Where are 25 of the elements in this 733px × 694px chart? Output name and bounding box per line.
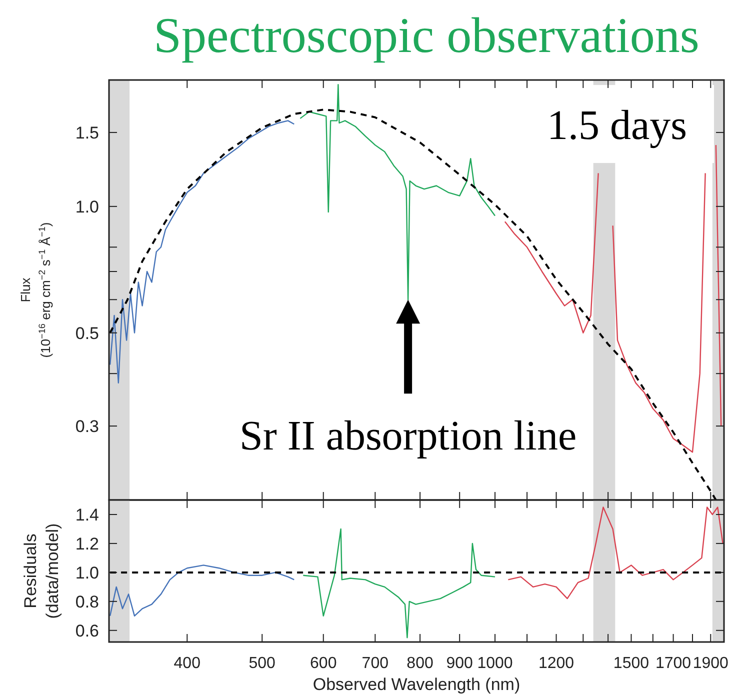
x-tick-label: 600 [310,655,337,672]
x-tick-label: 900 [446,655,474,672]
y-tick-label: 1.5 [75,123,99,142]
y-axis-title: Residuals (data/model) [21,523,62,619]
x-tick-label: 1700 [655,655,692,672]
x-tick-label: 1000 [477,655,513,672]
x-axis-title: Observed Wavelength (nm) [312,675,520,694]
x-tick-label: 1900 [692,655,729,672]
annotation: Sr II absorption line [240,414,577,460]
y-tick-label: 1.2 [75,534,99,554]
y-tick-label: 1.4 [75,505,99,524]
y-tick-label: 0.8 [75,592,99,612]
annotation: 1.5 days [547,103,687,149]
x-tick-label: 400 [174,655,201,672]
y-tick-label: 1.0 [75,197,99,216]
y-tick-label: 0.5 [75,324,99,343]
x-tick-label: 700 [362,655,389,672]
y-tick-label: 0.3 [75,417,99,436]
x-tick-label: 1200 [538,655,574,672]
y-tick-label: 1.0 [75,563,99,582]
x-tick-label: 500 [248,655,276,672]
x-tick-label: 1500 [613,655,650,672]
x-tick-label: 800 [406,655,434,672]
y-tick-label: 0.6 [75,621,99,640]
chart-title: Spectroscopic observations [154,7,700,63]
